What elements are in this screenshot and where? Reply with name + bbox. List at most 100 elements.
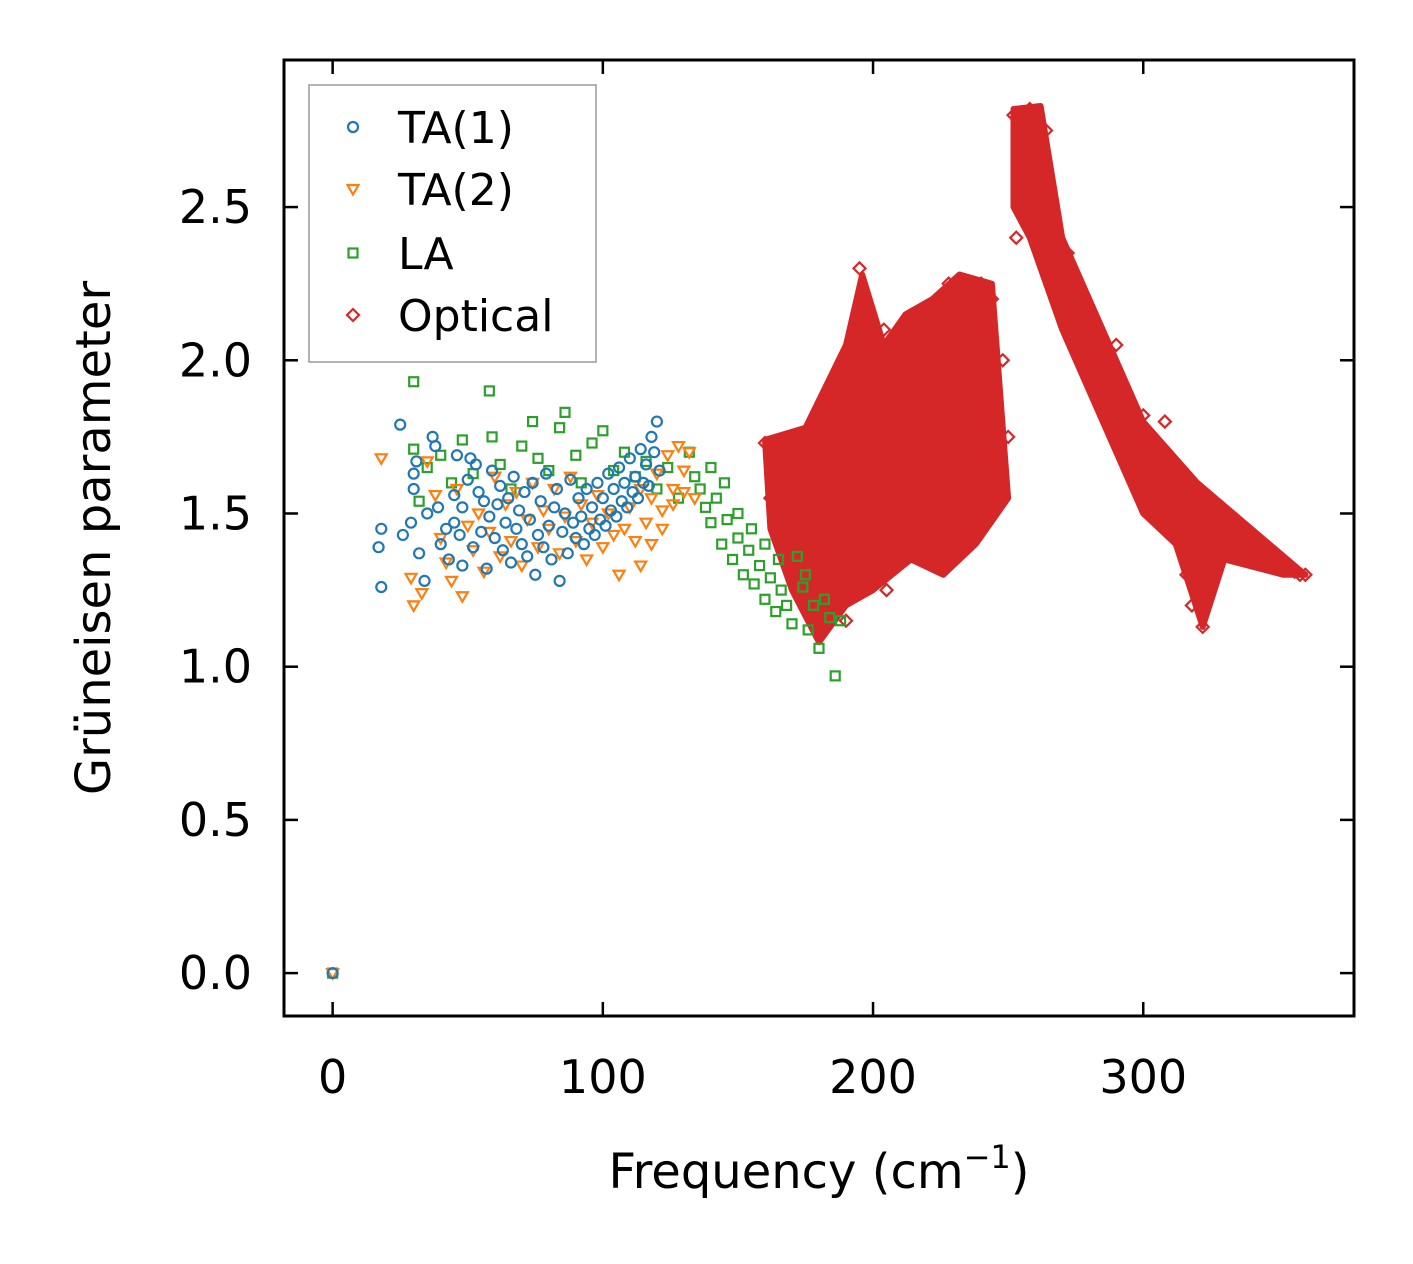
ta1-point-91 [639, 458, 653, 471]
ta1-point-21 [450, 449, 464, 462]
la-point-43 [753, 559, 766, 572]
la-point-35 [710, 492, 722, 504]
ta2-point-56 [644, 539, 659, 552]
optical-point-29 [903, 521, 919, 537]
legend-item-ta1: TA(1) [346, 103, 514, 154]
ta2-point-1 [373, 453, 389, 467]
optical-point-52 [1022, 101, 1038, 117]
ta1-point-41 [504, 556, 518, 569]
ta1-point-35 [488, 531, 501, 545]
series-optical [757, 101, 1313, 635]
optical-point-37 [946, 551, 962, 568]
la-point-10 [486, 431, 498, 443]
ta2-point-48 [654, 505, 670, 519]
optical-point-33 [924, 536, 941, 552]
la-point-14 [526, 415, 539, 428]
la-point-38 [726, 553, 739, 566]
ta1-point-59 [553, 574, 566, 587]
optical-point-56 [1043, 199, 1059, 215]
ta1-point-6 [404, 516, 418, 529]
y-tick-label-1: 0.5 [179, 793, 252, 847]
la-point-17 [554, 422, 566, 434]
ta1-point-30 [475, 525, 488, 538]
x-axis-label: Frequency (cm−1) [608, 1138, 1029, 1200]
la-point-63 [705, 461, 717, 474]
optical-point-1 [762, 490, 778, 506]
ta2-point-52 [676, 465, 692, 479]
optical-point-25 [881, 444, 897, 460]
optical-point-20 [860, 414, 876, 430]
optical-point-86 [1205, 499, 1222, 515]
x-axis-label-close: ) [1011, 1144, 1030, 1200]
ta1-point-55 [542, 519, 555, 532]
optical-point-50 [1011, 153, 1027, 169]
ta2-point-6 [427, 490, 443, 503]
ta2-point-51 [671, 440, 686, 454]
optical-point-72 [1130, 420, 1146, 436]
optical-point-57 [1049, 230, 1065, 246]
la-point-50 [791, 550, 803, 562]
optical-point-64 [1087, 322, 1103, 338]
axis-ticks [284, 60, 1354, 1016]
optical-point-10 [811, 475, 827, 491]
legend-marker-la [347, 247, 359, 259]
ta1-point-23 [456, 501, 469, 514]
ta1-point-72 [588, 528, 601, 542]
la-point-44 [759, 593, 771, 605]
ta1-point-73 [591, 476, 604, 489]
y-tick-label-5: 2.5 [179, 180, 252, 234]
y-tick-label-2: 1.0 [179, 640, 252, 694]
ta1-point-95 [650, 415, 663, 428]
ta1-point-12 [421, 507, 434, 520]
optical-point-61 [1070, 306, 1086, 322]
la-point-49 [786, 618, 798, 630]
optical-point-78 [1162, 512, 1178, 528]
ta2-point-17 [487, 471, 503, 485]
optical-point-54 [1033, 168, 1049, 184]
ta2-point-5 [419, 456, 435, 470]
ta1-point-46 [518, 485, 531, 499]
la-point-46 [770, 605, 782, 618]
la-point-59 [799, 569, 812, 581]
ta2-point-11 [454, 591, 470, 604]
optical-point-27 [892, 490, 908, 506]
x-tick-label-3: 300 [1099, 1050, 1187, 1104]
ta1-point-67 [575, 510, 588, 523]
x-tick-label-1: 100 [559, 1050, 647, 1104]
ta1-point-29 [472, 485, 485, 499]
optical-point-102 [1292, 567, 1308, 583]
la-point-52 [802, 624, 814, 636]
ta1-point-69 [580, 482, 593, 496]
optical-point-77 [1157, 490, 1173, 506]
optical-point-83 [1189, 521, 1205, 537]
ta1-point-93 [645, 430, 658, 443]
legend-item-la: LA [347, 229, 454, 280]
ta1-point-68 [577, 538, 591, 551]
legend-label-optical: Optical [398, 291, 553, 342]
optical-point-39 [957, 429, 973, 445]
la-point-21 [586, 437, 598, 449]
optical-point-46 [995, 352, 1011, 368]
ta1-point-7 [407, 482, 420, 496]
la-point-4 [421, 461, 433, 474]
ta1-point-17 [440, 522, 453, 535]
ta1-point-14 [429, 439, 442, 453]
la-point-18 [559, 406, 571, 418]
ta1-point-60 [556, 525, 569, 538]
optical-point-18 [851, 260, 868, 276]
ta1-point-88 [631, 492, 645, 505]
ta2-point-8 [438, 557, 454, 571]
optical-region-layer [762, 103, 1309, 646]
optical-point-3 [773, 521, 789, 537]
ta1-point-20 [448, 489, 461, 502]
legend-item-optical: Optical [345, 291, 553, 342]
la-point-57 [829, 670, 841, 682]
ta2-point-39 [606, 529, 622, 543]
y-tick-label-0: 0.0 [179, 946, 252, 1000]
legend-item-ta2: TA(2) [345, 165, 514, 216]
ta1-point-2 [375, 522, 388, 535]
ta2-point-54 [687, 493, 703, 506]
ta2-point-20 [503, 535, 519, 549]
optical-point-51 [1016, 184, 1032, 200]
